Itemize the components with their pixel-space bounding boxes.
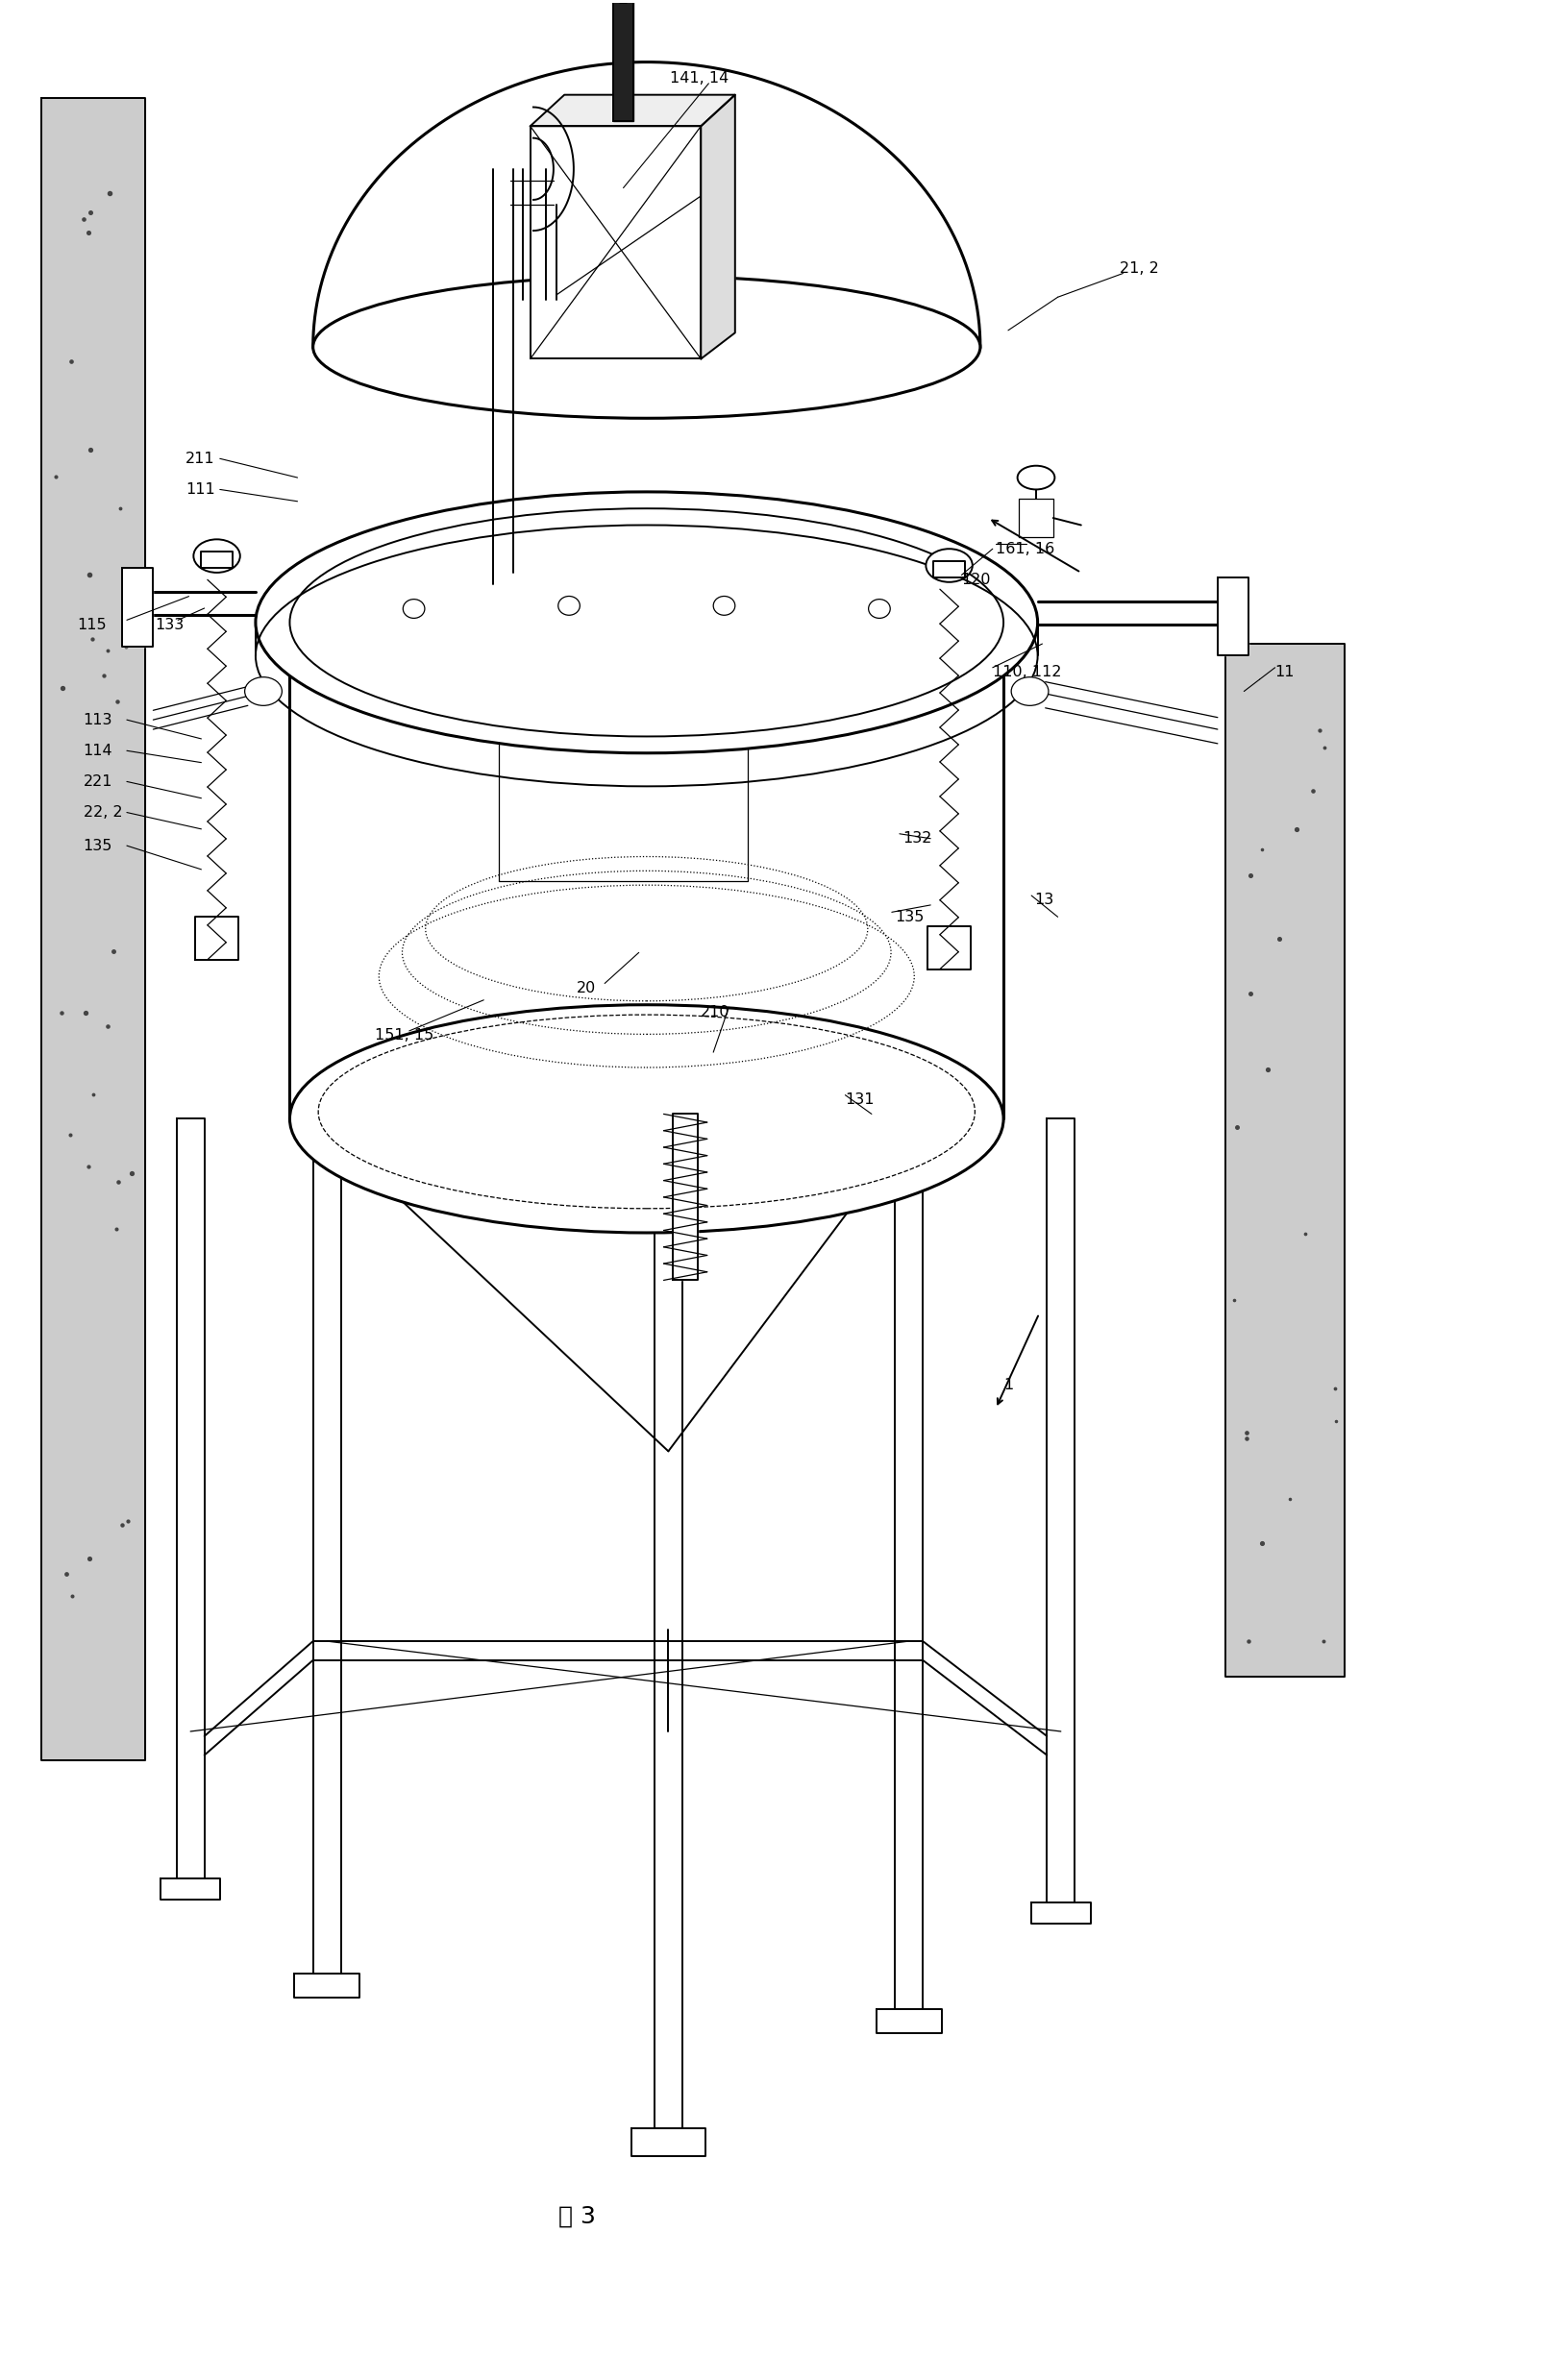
Ellipse shape <box>1017 466 1054 490</box>
Text: 11: 11 <box>1275 664 1295 681</box>
Text: 135: 135 <box>895 909 923 923</box>
Polygon shape <box>877 2009 942 2033</box>
Polygon shape <box>701 95 735 359</box>
Text: 210: 210 <box>701 1004 730 1019</box>
Ellipse shape <box>1010 676 1048 704</box>
Ellipse shape <box>255 493 1037 752</box>
Polygon shape <box>613 0 634 121</box>
Ellipse shape <box>403 600 425 619</box>
Text: 114: 114 <box>84 743 112 757</box>
Polygon shape <box>1046 1119 1074 1902</box>
Polygon shape <box>160 1878 220 1899</box>
Text: 1: 1 <box>1004 1378 1014 1392</box>
Polygon shape <box>934 562 965 578</box>
Polygon shape <box>42 98 145 1759</box>
Text: 135: 135 <box>84 838 112 852</box>
Polygon shape <box>1218 578 1249 657</box>
Text: 110, 112: 110, 112 <box>993 664 1062 681</box>
Text: 13: 13 <box>1034 892 1054 907</box>
Ellipse shape <box>290 1004 1004 1233</box>
Polygon shape <box>928 926 972 969</box>
Text: 120: 120 <box>962 574 990 588</box>
Text: 131: 131 <box>845 1092 875 1107</box>
Polygon shape <box>195 916 238 959</box>
Polygon shape <box>631 2128 705 2156</box>
Ellipse shape <box>557 597 579 614</box>
Ellipse shape <box>713 597 735 614</box>
Ellipse shape <box>313 276 981 419</box>
Polygon shape <box>313 62 981 347</box>
Text: 211: 211 <box>185 452 215 466</box>
Text: 132: 132 <box>903 831 931 845</box>
Polygon shape <box>531 126 701 359</box>
Text: 161, 16: 161, 16 <box>996 543 1054 557</box>
Text: 113: 113 <box>84 712 112 726</box>
Ellipse shape <box>869 600 891 619</box>
Polygon shape <box>176 1119 204 1878</box>
Ellipse shape <box>613 0 634 2</box>
Ellipse shape <box>244 676 282 704</box>
Text: 20: 20 <box>576 981 596 995</box>
Ellipse shape <box>193 540 240 574</box>
Polygon shape <box>290 666 1004 1119</box>
Polygon shape <box>531 95 735 126</box>
Text: 111: 111 <box>185 483 215 497</box>
Polygon shape <box>121 569 153 647</box>
Text: 133: 133 <box>154 619 184 633</box>
Text: 221: 221 <box>84 774 112 788</box>
Ellipse shape <box>926 550 973 583</box>
Polygon shape <box>294 1973 360 1997</box>
Polygon shape <box>1031 1902 1090 1923</box>
Text: 21, 2: 21, 2 <box>1119 262 1158 276</box>
Polygon shape <box>201 552 232 569</box>
Polygon shape <box>654 1142 682 2128</box>
Text: 141, 14: 141, 14 <box>670 71 729 86</box>
Polygon shape <box>500 690 747 881</box>
Polygon shape <box>1225 645 1345 1678</box>
Text: 22, 2: 22, 2 <box>84 804 123 819</box>
Text: 图 3: 图 3 <box>557 2204 595 2228</box>
Polygon shape <box>895 1119 923 2009</box>
Polygon shape <box>1018 500 1053 538</box>
Text: 151, 15: 151, 15 <box>375 1028 434 1042</box>
Polygon shape <box>673 1114 698 1280</box>
Text: 115: 115 <box>78 619 106 633</box>
Polygon shape <box>313 1119 341 1973</box>
